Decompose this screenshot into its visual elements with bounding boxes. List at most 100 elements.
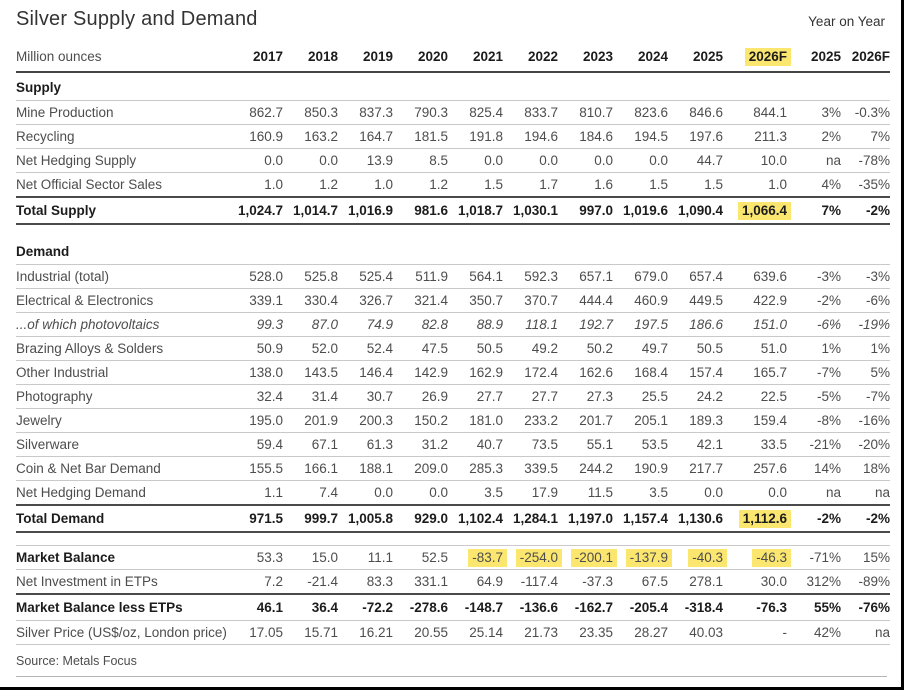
cell-value: -7% [841, 384, 890, 409]
cell-value: -19% [841, 312, 890, 337]
table-row: Industrial (total) 528.0 525.8 525.4 511.9 56… [16, 264, 890, 289]
table-row: Total Demand 971.5 999.7 1,005.8 929.0 1,102.… [16, 505, 890, 533]
cell-value: -83.7 [448, 545, 507, 570]
table-row: Net Hedging Demand 1.1 7.4 0.0 0.0 3.5 17.9 11.… [16, 480, 890, 506]
cell-value: 511.9 [393, 264, 448, 289]
cell-value: 17.05 [228, 620, 283, 645]
cell-value: -254.0 [503, 545, 562, 570]
cell-value: 1,130.6 [668, 505, 723, 533]
row-label: Total Demand [16, 505, 228, 533]
cell-value: 73.5 [503, 432, 558, 457]
section-header-row: Demand [16, 237, 890, 265]
cell-value: 1.0 [723, 172, 787, 198]
cell-value: 528.0 [228, 264, 283, 289]
cell-value: 1,024.7 [228, 197, 283, 225]
cell-value: -72.2 [338, 594, 393, 621]
table-row: Net Official Sector Sales 1.0 1.2 1.0 1.2 1.5… [16, 172, 890, 198]
cell-value: 810.7 [558, 100, 613, 125]
cell-value: 164.7 [338, 124, 393, 149]
cell-value: 166.1 [283, 456, 338, 481]
cell-value: -205.4 [613, 594, 668, 621]
cell-value: 83.3 [338, 569, 393, 595]
cell-value: na [787, 480, 841, 506]
table-row: Other Industrial 138.0 143.5 146.4 142.9 162.… [16, 360, 890, 385]
cell-value: -2% [841, 197, 890, 225]
cell-value: 657.4 [668, 264, 723, 289]
cell-value: 1,112.6 [723, 505, 791, 533]
cell-value: -76.3 [723, 594, 787, 621]
cell-value: -137.9 [613, 545, 672, 570]
table-row: Net Investment in ETPs 7.2 -21.4 83.3 331.1 6… [16, 569, 890, 595]
cell-value: 564.1 [448, 264, 503, 289]
cell-value: 50.9 [228, 336, 283, 361]
cell-value: 790.3 [393, 100, 448, 125]
cell-value: -3% [841, 264, 890, 289]
cell-value: 23.35 [558, 620, 613, 645]
row-label: Net Investment in ETPs [16, 569, 228, 595]
column-header-8: 2025 [668, 45, 723, 73]
cell-value: 195.0 [228, 408, 283, 433]
cell-value: 192.7 [558, 312, 613, 337]
table-row: Brazing Alloys & Solders 50.9 52.0 52.4 47.5… [16, 336, 890, 361]
cell-value: 25.5 [613, 384, 668, 409]
column-header-5: 2022 [503, 45, 558, 73]
cell-value: 312% [787, 569, 841, 595]
row-label: Electrical & Electronics [16, 288, 228, 313]
cell-value: -46.3 [723, 545, 791, 570]
cell-value: 201.7 [558, 408, 613, 433]
cell-value: 592.3 [503, 264, 558, 289]
cell-value: 159.4 [723, 408, 787, 433]
cell-value: 31.4 [283, 384, 338, 409]
cell-value: 11.5 [558, 480, 613, 506]
cell-value: 278.1 [668, 569, 723, 595]
cell-value: 49.7 [613, 336, 668, 361]
cell-value: 929.0 [393, 505, 448, 533]
cell-value: 0.0 [723, 480, 787, 506]
cell-value: 184.6 [558, 124, 613, 149]
spacer [16, 224, 890, 237]
cell-value: -148.7 [448, 594, 503, 621]
cell-value: -278.6 [393, 594, 448, 621]
source-note: Source: Metals Focus [16, 645, 887, 677]
cell-value: 190.9 [613, 456, 668, 481]
highlighted-value: -254.0 [515, 549, 562, 567]
cell-value: 1,157.4 [613, 505, 668, 533]
highlighted-value: -137.9 [625, 549, 672, 567]
cell-value: 28.27 [613, 620, 668, 645]
cell-value: 1,030.1 [503, 197, 558, 225]
cell-value: 997.0 [558, 197, 613, 225]
cell-value: 197.6 [668, 124, 723, 149]
cell-value: -21% [787, 432, 841, 457]
cell-value: -5% [787, 384, 841, 409]
cell-value: 257.6 [723, 456, 787, 481]
cell-value: 981.6 [393, 197, 448, 225]
cell-value: 370.7 [503, 288, 558, 313]
row-label: Brazing Alloys & Solders [16, 336, 228, 361]
cell-value: 285.3 [448, 456, 503, 481]
cell-value: -318.4 [668, 594, 723, 621]
year-on-year-label: Year on Year [808, 14, 885, 29]
cell-value: 74.9 [338, 312, 393, 337]
cell-value: 0.0 [503, 148, 558, 173]
cell-value: -2% [787, 505, 841, 533]
cell-value: 0.0 [558, 148, 613, 173]
column-header-6: 2023 [558, 45, 613, 73]
cell-value: -162.7 [558, 594, 613, 621]
cell-value: 51.0 [723, 336, 787, 361]
cell-value: 59.4 [228, 432, 283, 457]
cell-value: 50.5 [668, 336, 723, 361]
cell-value: 162.9 [448, 360, 503, 385]
cell-value: 201.9 [283, 408, 338, 433]
section-header-row: Supply [16, 72, 890, 101]
cell-value: 160.9 [228, 124, 283, 149]
table-row: Jewelry 195.0 201.9 200.3 150.2 181.0 233.2 201… [16, 408, 890, 433]
cell-value: 0.0 [448, 148, 503, 173]
spacer-row [16, 224, 890, 237]
cell-value: 52.4 [338, 336, 393, 361]
cell-value: 50.5 [448, 336, 503, 361]
cell-value: 11.1 [338, 545, 393, 570]
cell-value: 525.4 [338, 264, 393, 289]
cell-value: 0.0 [613, 148, 668, 173]
cell-value: 25.14 [448, 620, 503, 645]
column-header-4: 2021 [448, 45, 503, 73]
